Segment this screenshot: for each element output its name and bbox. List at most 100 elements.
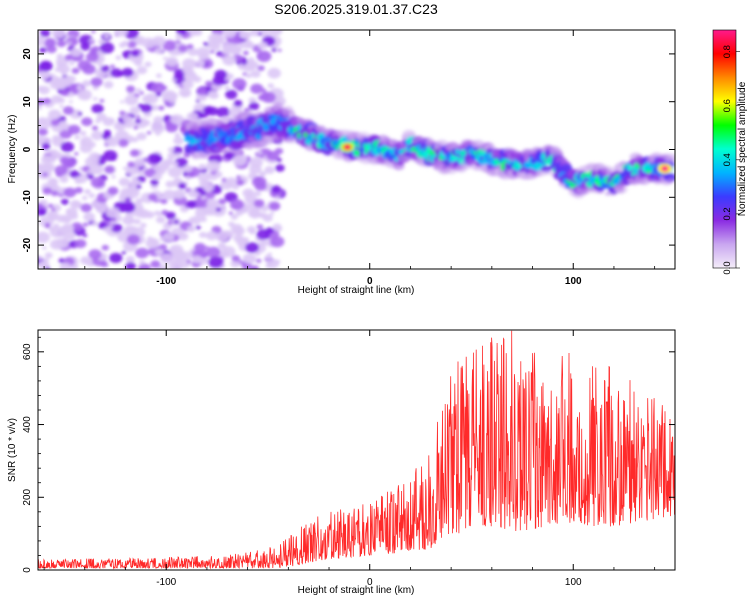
noise-speckle [215, 207, 222, 212]
noise-speckle [150, 179, 159, 186]
noise-speckle [124, 95, 139, 106]
noise-speckle [270, 236, 285, 248]
noise-speckle [247, 60, 259, 70]
colorbar-gradient [712, 29, 737, 269]
noise-speckle [126, 85, 136, 93]
noise-speckle [167, 220, 174, 225]
noise-speckle [249, 157, 263, 168]
noise-speckle [48, 109, 62, 120]
noise-speckle [249, 230, 256, 235]
noise-speckle [267, 67, 282, 79]
noise-speckle [67, 41, 72, 45]
noise-speckle [223, 45, 230, 50]
noise-speckle [257, 150, 263, 155]
noise-speckle [228, 221, 235, 227]
noise-speckle [140, 103, 153, 113]
noise-speckle [88, 141, 96, 148]
noise-speckle [150, 260, 161, 269]
noise-speckle [110, 156, 117, 161]
noise-speckle [274, 147, 284, 155]
noise-speckle [160, 253, 174, 264]
snr-frame [37, 329, 676, 571]
noise-speckle [61, 157, 76, 169]
noise-speckle [203, 183, 214, 192]
noise-speckle [107, 186, 119, 196]
noise-speckle [186, 112, 198, 121]
noise-speckle [99, 42, 115, 54]
snr-x-tick-label: 100 [565, 577, 582, 588]
noise-speckle [165, 180, 175, 188]
noise-speckle [131, 137, 139, 143]
noise-speckle [88, 249, 102, 260]
noise-speckle [127, 161, 135, 168]
noise-speckle [148, 193, 158, 201]
noise-speckle [38, 128, 48, 136]
noise-speckle [114, 130, 130, 142]
noise-speckle [82, 222, 89, 227]
noise-speckle [161, 90, 177, 102]
ridge-cell [614, 184, 628, 194]
noise-speckle [256, 50, 272, 62]
noise-speckle [231, 255, 241, 262]
noise-speckle [169, 244, 184, 256]
noise-speckle [67, 124, 81, 135]
noise-speckle [135, 118, 142, 124]
noise-speckle [38, 208, 47, 216]
noise-speckle [65, 209, 71, 214]
noise-speckle [230, 214, 238, 220]
noise-speckle [43, 97, 51, 104]
noise-speckle [54, 165, 68, 176]
noise-speckle [139, 91, 144, 95]
noise-speckle [109, 225, 114, 229]
noise-speckle [38, 105, 43, 110]
noise-speckle [80, 43, 91, 51]
noise-speckle [103, 34, 110, 39]
noise-speckle [92, 97, 98, 101]
noise-speckle [114, 30, 129, 37]
noise-speckle [187, 225, 196, 233]
noise-speckle [74, 152, 79, 156]
noise-speckle [235, 228, 243, 234]
noise-speckle [121, 250, 127, 255]
noise-speckle [84, 189, 91, 195]
noise-speckle [106, 207, 120, 218]
noise-speckle [225, 89, 238, 100]
noise-speckle [176, 30, 187, 36]
noise-speckle [165, 56, 179, 67]
noise-speckle [80, 203, 92, 213]
noise-speckle [39, 70, 51, 80]
noise-speckle [174, 177, 180, 182]
noise-speckle [138, 263, 151, 269]
noise-speckle [171, 78, 177, 83]
colorbar-ticks: 0.0 0.2 0.4 0.6 0.8 [722, 45, 740, 275]
noise-speckle [222, 30, 237, 38]
noise-speckle [46, 210, 59, 220]
noise-speckle [57, 40, 66, 48]
ridge-cell [666, 177, 674, 184]
noise-speckle [152, 173, 162, 181]
noise-speckle [173, 219, 180, 224]
noise-speckle [160, 198, 168, 204]
noise-speckle [268, 201, 281, 211]
noise-speckle [71, 67, 80, 74]
snr-x-tick-label: -100 [156, 577, 176, 588]
noise-speckle [243, 50, 249, 56]
noise-speckle [60, 141, 75, 153]
noise-speckle [110, 223, 123, 233]
noise-speckle [230, 199, 244, 211]
noise-speckle [135, 247, 150, 259]
noise-speckle [59, 176, 69, 183]
noise-speckle [56, 214, 67, 223]
noise-speckle [74, 178, 82, 184]
noise-speckle [145, 237, 160, 249]
noise-speckle [59, 262, 72, 269]
noise-speckle [240, 30, 252, 40]
noise-speckle-layer [38, 30, 286, 269]
noise-speckle [191, 255, 203, 264]
spectrogram-y-tick-label: 10 [22, 96, 33, 108]
noise-speckle [77, 89, 92, 101]
noise-speckle [245, 41, 255, 49]
colorbar-tick-label: 0.4 [722, 153, 733, 166]
noise-speckle [51, 135, 61, 142]
noise-speckle [216, 107, 231, 118]
